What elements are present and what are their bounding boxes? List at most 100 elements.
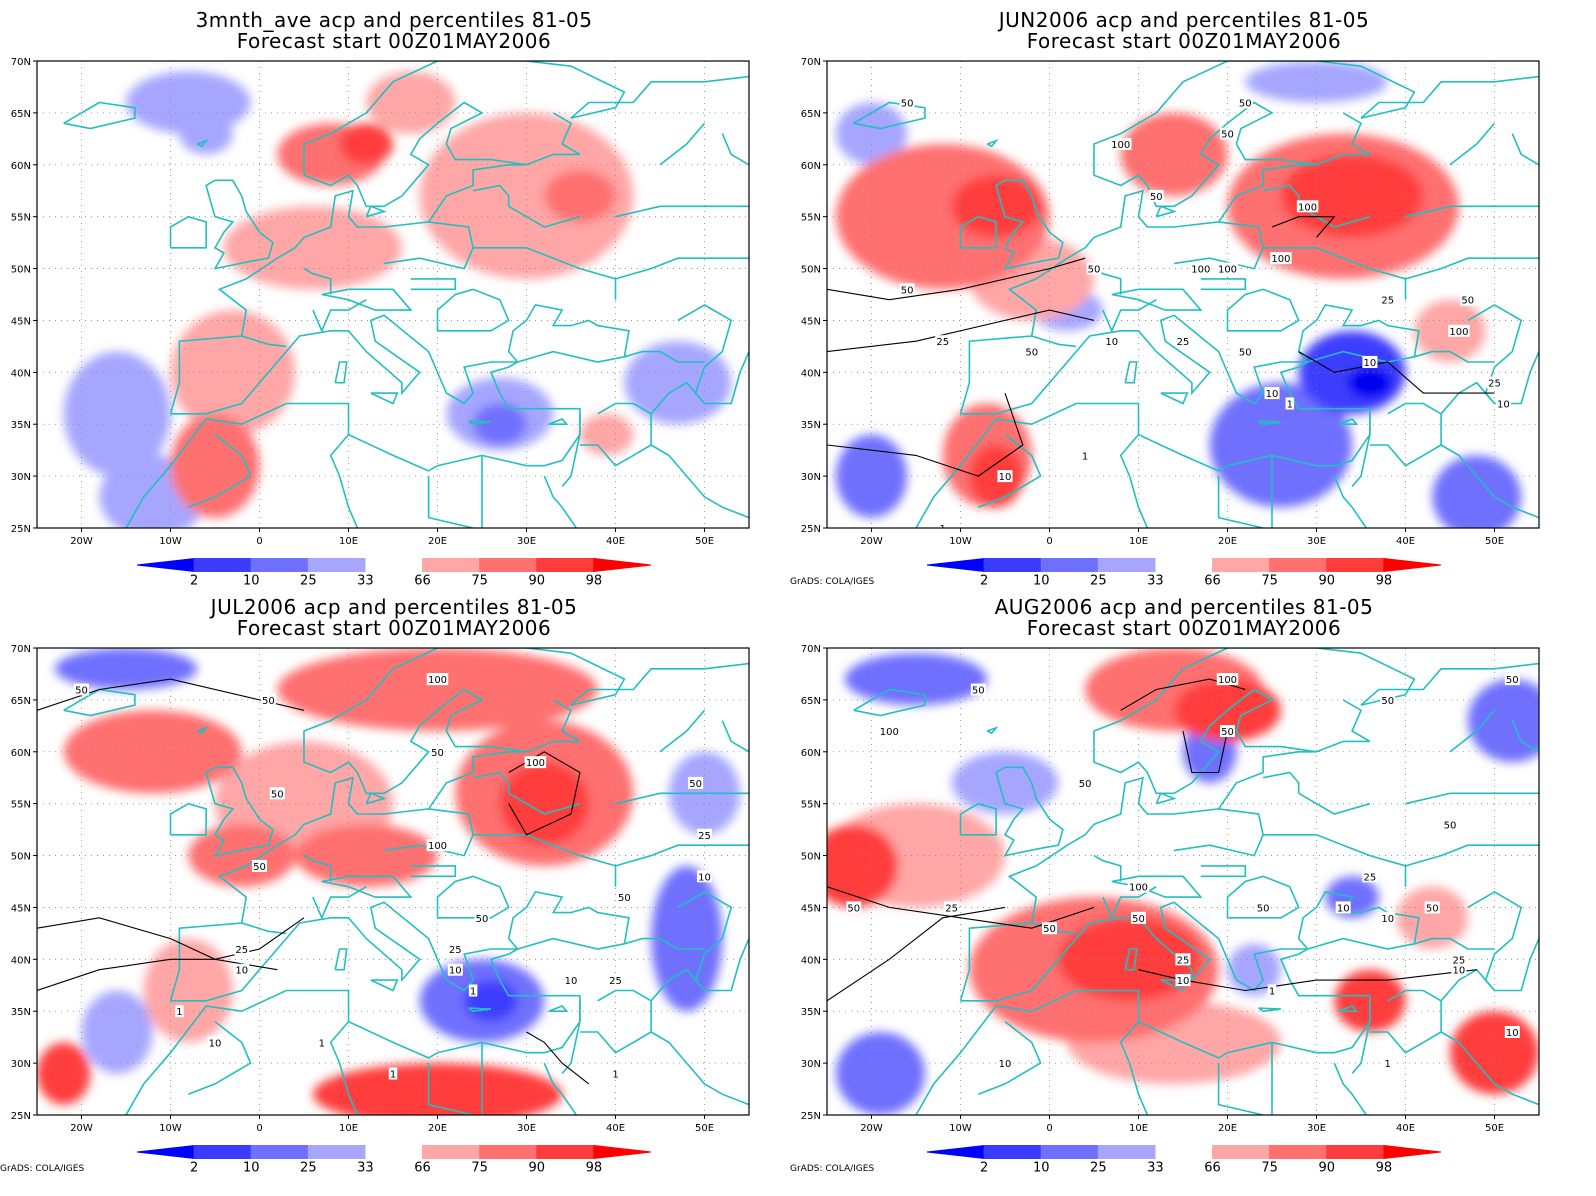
- anomaly-region: [1347, 367, 1393, 399]
- plot-frame: [36, 647, 750, 1116]
- anomaly-region: [54, 648, 198, 690]
- contour-label: 25: [449, 945, 462, 956]
- lon-tick-label: 30E: [517, 536, 536, 547]
- coastline: [1351, 413, 1371, 488]
- anomaly-region: [1450, 1011, 1539, 1095]
- contour-label: 50: [1150, 192, 1163, 203]
- coastline: [615, 205, 749, 218]
- contour-label: 25: [1364, 872, 1377, 883]
- title-line-1: AUG2006 acp and percentiles 81-05: [994, 595, 1374, 619]
- contour-label: 10: [999, 472, 1012, 483]
- coastline: [169, 802, 207, 836]
- colorbar-segment: [422, 1145, 481, 1159]
- anomaly-region: [969, 444, 1023, 508]
- lat-tick-label: 55N: [11, 213, 31, 224]
- coastline: [1405, 205, 1539, 218]
- coastline: [978, 433, 1042, 508]
- coastline: [1031, 335, 1077, 348]
- lat-tick-label: 65N: [11, 696, 31, 707]
- coastline: [1093, 854, 1122, 882]
- anomaly-region: [295, 824, 438, 887]
- contour-label-bg: [1380, 911, 1396, 924]
- colorbar-segment: [365, 558, 423, 572]
- contours: [827, 216, 1495, 477]
- lon-tick-label: 0: [256, 1123, 262, 1134]
- map-panel-1: 3mnth_ave acp and percentiles 81-05 Fore…: [0, 0, 790, 595]
- contour-label: 25: [698, 831, 711, 842]
- coastline: [995, 766, 1064, 857]
- lat-tick-label: 70N: [801, 57, 821, 68]
- contour-label-bg: [899, 283, 915, 296]
- contour-label: 10: [1266, 389, 1279, 400]
- anomaly-region: [312, 1063, 563, 1115]
- colorbar-label: 66: [414, 574, 431, 589]
- coastline: [659, 709, 706, 753]
- contour-label-bg: [697, 870, 712, 883]
- lat-tick-label: 40N: [801, 955, 821, 966]
- coastline: [196, 139, 209, 148]
- contour-label: 1: [470, 986, 476, 997]
- coastline: [1440, 444, 1478, 477]
- contour-label-bg: [846, 901, 862, 914]
- title-line-2: Forecast start 00Z01MAY2006: [236, 29, 552, 53]
- contour-line-10: [827, 392, 1024, 477]
- coastline: [650, 1031, 688, 1064]
- contour-labels: 50 50 100 50 100 50 100 50 50 25 10 50 50 25 10 25 10 1 10…: [74, 673, 712, 1080]
- contour-label-bg: [1216, 673, 1239, 686]
- colorbar-segment: [422, 558, 481, 572]
- contour-label: 100: [880, 727, 899, 738]
- contour-label-bg: [935, 335, 951, 348]
- coastline: [1119, 434, 1149, 528]
- contour-label-bg: [1104, 335, 1120, 348]
- contour-label-bg: [1383, 1057, 1392, 1070]
- contour-label-bg: [1042, 922, 1057, 935]
- contour-label: 50: [431, 748, 444, 759]
- contour-label-bg: [1024, 345, 1040, 358]
- coastline: [241, 335, 287, 348]
- coastline: [205, 179, 274, 270]
- colorbar-segment: [926, 1144, 985, 1160]
- contour-label: 100: [428, 675, 447, 686]
- coastline: [986, 726, 999, 735]
- contour-label: 50: [901, 99, 914, 110]
- contour-label-bg: [1451, 953, 1467, 966]
- contour-label: 25: [945, 903, 958, 914]
- lat-tick-label: 50N: [801, 852, 821, 863]
- colorbar-label: 75: [1261, 1161, 1278, 1176]
- contour-label: 50: [1025, 348, 1038, 359]
- panel-title: AUG2006 acp and percentiles 81-05 Foreca…: [824, 597, 1544, 639]
- title-line-2: Forecast start 00Z01MAY2006: [236, 616, 552, 640]
- lon-tick-label: 10W: [949, 1123, 972, 1134]
- panel-title: 3mnth_ave acp and percentiles 81-05 Fore…: [34, 10, 754, 52]
- contour-label-bg: [1127, 880, 1150, 893]
- coastline: [329, 1021, 359, 1115]
- anomaly-region: [844, 653, 988, 706]
- coastline: [169, 648, 749, 1002]
- contour-label-bg: [1362, 870, 1378, 883]
- lon-tick-label: 50E: [695, 536, 714, 547]
- coastline: [383, 221, 474, 270]
- contour-label-bg: [1220, 127, 1235, 140]
- coastline: [978, 1020, 1042, 1095]
- colorbar-segment: [193, 558, 252, 572]
- colorbar-segment: [1212, 1145, 1271, 1159]
- coastline: [853, 101, 926, 130]
- contour-label: 100: [1129, 883, 1148, 894]
- anomaly-region: [81, 990, 153, 1074]
- contour-label-bg: [611, 1067, 620, 1080]
- anomaly-region: [951, 751, 1059, 815]
- coastline: [410, 865, 457, 878]
- map-plot: 5050100501005010050502510505025102510110…: [11, 644, 750, 1176]
- lat-tick-label: 55N: [801, 213, 821, 224]
- colorbar-label: 66: [414, 1161, 431, 1176]
- contour-line-50: [827, 257, 1086, 301]
- contour-label: 50: [1257, 903, 1270, 914]
- contour-label: 50: [1239, 99, 1252, 110]
- coastline: [650, 968, 706, 1002]
- coastline: [1298, 792, 1371, 815]
- colorbar-segment: [926, 557, 985, 573]
- coastline: [312, 299, 367, 333]
- colorbar-label: 98: [586, 1161, 603, 1176]
- contour-label: 1: [176, 1007, 182, 1018]
